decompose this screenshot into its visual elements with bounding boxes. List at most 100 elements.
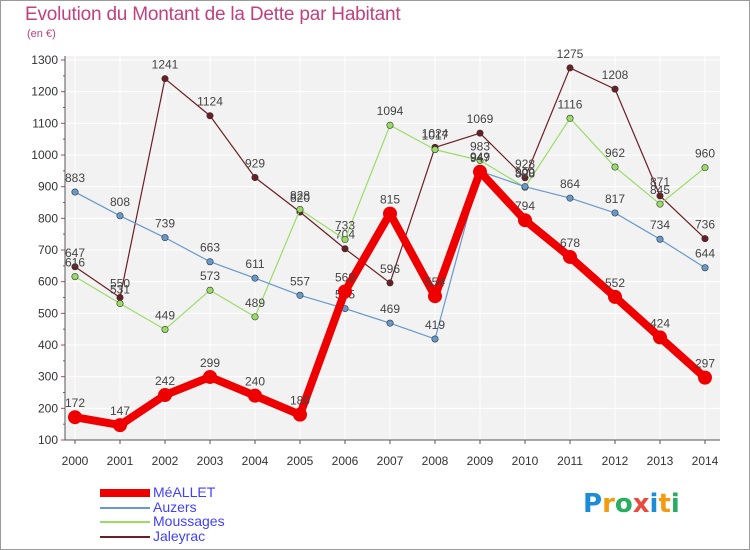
- data-label: 815: [380, 193, 400, 207]
- x-tick-label: 2008: [422, 454, 449, 468]
- data-label: 947: [470, 151, 490, 165]
- data-label: 147: [110, 404, 130, 418]
- data-label: 449: [155, 308, 175, 322]
- data-point: [161, 234, 169, 242]
- data-point: [518, 213, 532, 228]
- legend-swatch: [100, 506, 150, 509]
- data-point: [116, 212, 124, 220]
- data-point: [296, 205, 304, 213]
- data-point: [248, 388, 262, 403]
- data-point: [203, 369, 217, 384]
- logo-letter: P: [583, 489, 603, 519]
- chart-title: Evolution du Montant de la Dette par Hab…: [25, 4, 401, 25]
- data-label: 299: [200, 356, 220, 370]
- legend-label: MéALLET: [153, 484, 216, 500]
- data-label: 828: [290, 188, 310, 202]
- data-point: [521, 174, 529, 182]
- x-tick-label: 2011: [557, 454, 583, 468]
- data-point: [521, 183, 529, 191]
- data-point: [206, 286, 214, 294]
- data-label: 678: [560, 236, 580, 250]
- data-point: [608, 289, 622, 304]
- data-point: [698, 370, 712, 385]
- data-point: [431, 146, 439, 154]
- data-point: [611, 163, 619, 171]
- legend-label: Auzers: [153, 498, 197, 515]
- x-tick-label: 2014: [692, 454, 719, 468]
- data-point: [476, 129, 484, 137]
- data-label: 611: [245, 257, 264, 271]
- data-label: 489: [245, 296, 265, 310]
- data-label: 419: [425, 318, 445, 332]
- data-label: 817: [605, 192, 625, 206]
- data-point: [338, 284, 352, 299]
- data-label: 647: [65, 246, 85, 260]
- legend-swatch: [100, 535, 150, 538]
- data-point: [113, 418, 127, 433]
- data-label: 1024: [422, 126, 449, 140]
- data-label: 1116: [558, 97, 583, 111]
- logo-letter: i: [649, 489, 659, 519]
- data-point: [653, 330, 667, 345]
- x-tick-label: 2010: [512, 454, 539, 468]
- chart-subtitle: (en €): [27, 28, 56, 40]
- data-label: 704: [335, 228, 355, 242]
- data-label: 240: [245, 375, 265, 389]
- data-point: [251, 313, 259, 321]
- data-label: 983: [470, 139, 490, 153]
- data-point: [386, 279, 394, 287]
- data-label: 596: [380, 262, 400, 276]
- data-label: 898: [515, 166, 535, 180]
- data-label: 929: [245, 156, 265, 170]
- data-point: [251, 274, 259, 282]
- data-point: [476, 156, 484, 164]
- legend-swatch: [100, 521, 150, 523]
- data-point: [611, 85, 619, 93]
- data-point: [293, 407, 307, 422]
- legend-swatch: [100, 489, 150, 497]
- data-label: 808: [110, 195, 130, 209]
- data-label: 180: [290, 394, 310, 408]
- x-tick-label: 2007: [377, 454, 404, 468]
- data-label: 531: [110, 283, 130, 297]
- data-point: [341, 245, 349, 253]
- data-label: 573: [200, 269, 220, 283]
- data-label: 949: [470, 150, 490, 164]
- data-label: 242: [155, 374, 175, 388]
- logo-letter: i: [670, 489, 680, 519]
- data-label: 552: [605, 276, 625, 290]
- data-label: 644: [695, 247, 715, 261]
- x-tick-label: 2005: [287, 454, 314, 468]
- data-point: [383, 206, 397, 221]
- logo-letter: x: [632, 489, 650, 519]
- data-label: 554: [425, 275, 445, 289]
- data-label: 1275: [557, 47, 584, 61]
- data-label: 962: [605, 146, 625, 160]
- data-label: 734: [650, 218, 670, 232]
- data-label: 1017: [422, 129, 449, 143]
- data-label: 569: [335, 270, 355, 284]
- data-label: 550: [110, 277, 130, 291]
- y-tick-label: 400: [38, 338, 58, 352]
- data-label: 616: [65, 256, 85, 270]
- data-point: [206, 258, 214, 266]
- data-point: [71, 188, 79, 196]
- y-tick-label: 100: [38, 433, 58, 447]
- data-point: [428, 289, 442, 304]
- data-point: [566, 194, 574, 202]
- data-point: [701, 164, 709, 172]
- data-label: 864: [560, 177, 580, 191]
- data-point: [386, 319, 394, 327]
- data-point: [71, 263, 79, 271]
- data-point: [566, 114, 574, 122]
- data-label: 297: [695, 357, 715, 371]
- legend-label: Jaleyrac: [153, 527, 206, 544]
- proxiti-logo: Proxiti: [583, 489, 680, 519]
- data-label: 469: [380, 302, 400, 316]
- data-label: 960: [695, 147, 715, 161]
- y-tick-label: 700: [38, 243, 58, 257]
- x-tick-label: 2003: [197, 454, 224, 468]
- y-tick-label: 200: [38, 401, 58, 415]
- data-label: 663: [200, 241, 220, 255]
